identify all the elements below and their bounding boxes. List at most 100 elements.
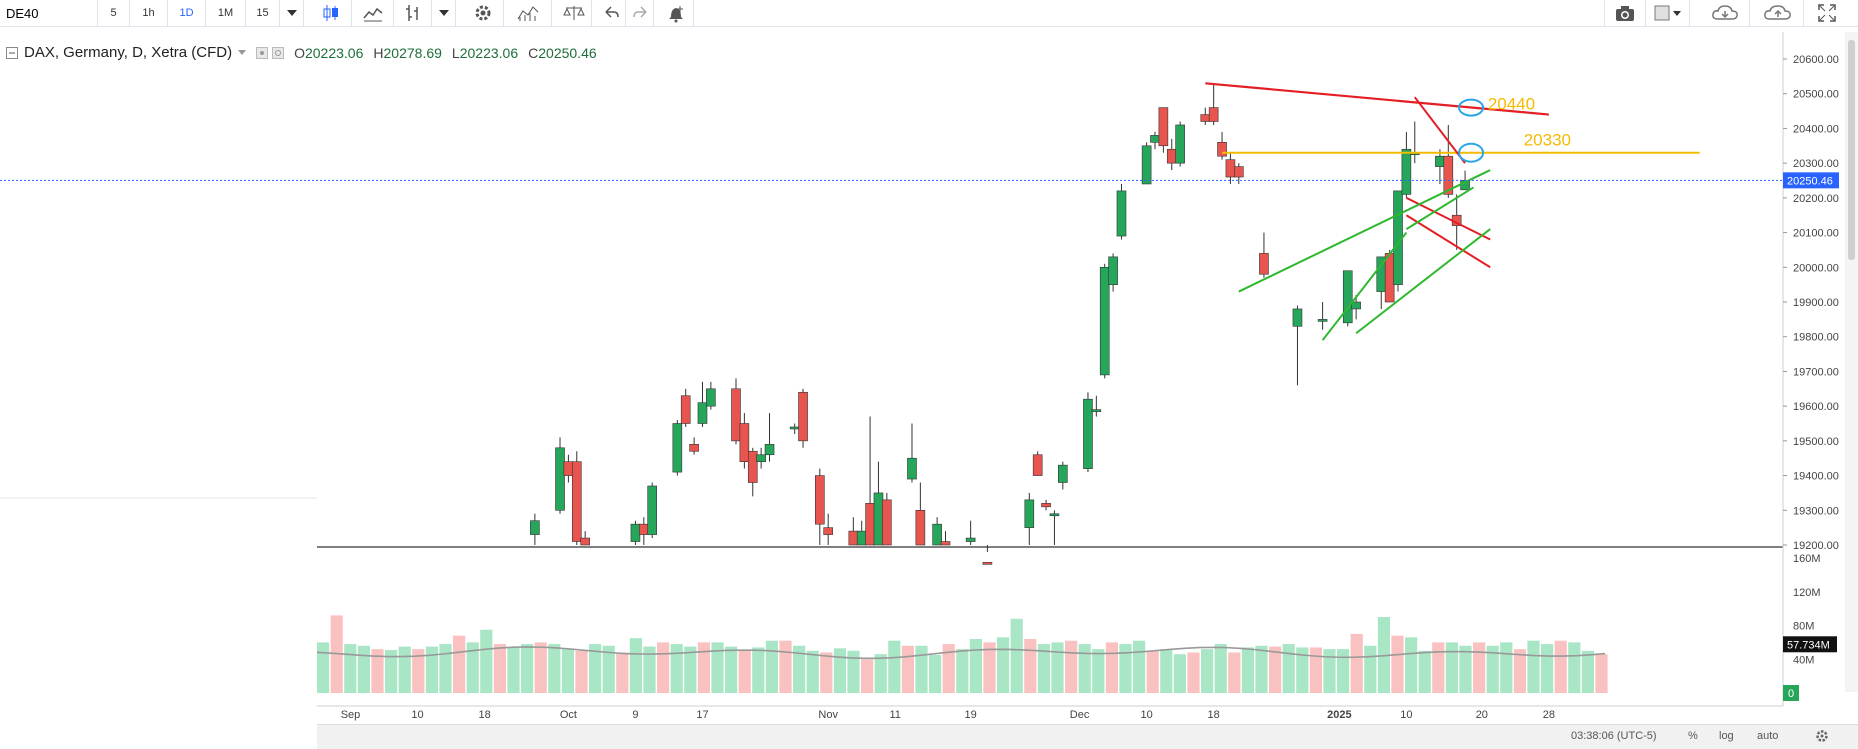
volume-bar	[1037, 644, 1050, 693]
volume-bar	[1119, 644, 1132, 693]
green-trend-short[interactable]	[1321, 231, 1408, 341]
highlight-circle[interactable]	[1458, 98, 1485, 117]
volume-bar	[507, 647, 520, 693]
line-style-button[interactable]	[352, 0, 394, 26]
time-axis-label: 10	[1400, 709, 1412, 721]
chart-style-dropdown[interactable]	[432, 0, 456, 26]
candle-body	[882, 499, 892, 546]
volume-bar	[1595, 654, 1608, 693]
interval-5-button[interactable]: 5	[98, 0, 130, 26]
volume-bar	[942, 644, 955, 693]
symbol-legend: DAX, Germany, D, Xetra (CFD) O 20223.06 H…	[6, 44, 597, 61]
volume-bar	[521, 644, 534, 693]
time-axis-label: 19	[965, 709, 977, 721]
candle-body	[530, 520, 540, 535]
time-axis-label: 18	[478, 709, 490, 721]
volume-axis-label: 80M	[1793, 621, 1814, 633]
indicators-icon	[517, 6, 538, 21]
candle-body	[764, 444, 775, 456]
red-channel-upper[interactable]	[1405, 214, 1491, 269]
log-toggle[interactable]: log	[1719, 730, 1734, 742]
undo-button[interactable]	[598, 0, 626, 26]
current-volume-tag-label: 57.734M	[1787, 639, 1830, 651]
status-bar: 03:38:06 (UTC-5) % log auto	[317, 724, 1858, 749]
screenshot-button[interactable]	[1604, 0, 1646, 26]
volume-bar	[738, 650, 751, 693]
scrollbar-thumb[interactable]	[1848, 40, 1855, 260]
label-20330[interactable]: 20330	[1524, 131, 1571, 150]
time-axis-label: Oct	[560, 709, 577, 721]
bars-style-button[interactable]	[394, 0, 432, 26]
volume-bar	[616, 652, 629, 693]
candle-body	[1041, 503, 1051, 508]
load-layout-button[interactable]	[1700, 0, 1750, 26]
current-price-tag	[1783, 172, 1839, 189]
layout-button[interactable]	[1646, 0, 1690, 26]
candle-body	[814, 475, 825, 525]
price-axis-label: 20000.00	[1793, 262, 1839, 274]
interval-15-button[interactable]: 15	[246, 0, 280, 26]
volume-bar	[820, 652, 833, 693]
fullscreen-button[interactable]	[1806, 0, 1848, 26]
label-20440[interactable]: 20440	[1488, 95, 1535, 114]
highlight-circle[interactable]	[1458, 142, 1485, 163]
resistance-trendline[interactable]	[1205, 82, 1549, 116]
green-channel-upper[interactable]	[1238, 169, 1491, 293]
candle-body	[1259, 253, 1269, 275]
volume-bar	[969, 639, 982, 693]
current-price-tag-label: 20250.46	[1787, 175, 1833, 187]
close-value: 20250.46	[538, 44, 597, 61]
settings-small-icon[interactable]	[272, 46, 285, 59]
volume-bar	[1337, 649, 1350, 693]
auto-toggle[interactable]: auto	[1757, 730, 1779, 742]
alert-button[interactable]	[658, 0, 694, 26]
interval-label: 5	[110, 7, 117, 19]
candles-style-button[interactable]	[310, 0, 352, 26]
redo-button[interactable]	[626, 0, 654, 26]
volume-bar	[589, 644, 602, 693]
chevron-down-icon[interactable]	[238, 50, 247, 55]
candle-body	[672, 423, 683, 473]
settings-button[interactable]	[462, 0, 504, 26]
eye-toggle-icon[interactable]	[256, 46, 269, 59]
interval-1d-button[interactable]: 1D	[168, 0, 206, 26]
volume-bar	[1065, 640, 1078, 693]
interval-1m-button[interactable]: 1M	[206, 0, 246, 26]
low-value: 20223.06	[459, 44, 519, 61]
volume-bar	[929, 655, 942, 693]
collapse-legend-icon[interactable]	[6, 46, 18, 59]
volume-bar	[1146, 650, 1159, 693]
interval-label: 1M	[217, 7, 234, 19]
percent-toggle[interactable]: %	[1688, 730, 1698, 742]
interval-dropdown-button[interactable]	[280, 0, 304, 26]
volume-bar	[493, 644, 506, 693]
candle-body	[932, 523, 942, 546]
volume-bar	[1173, 654, 1186, 693]
symbol-search-input[interactable]	[0, 0, 98, 26]
compare-button[interactable]	[556, 0, 592, 26]
green-short-line[interactable]	[1405, 186, 1474, 230]
indicators-button[interactable]	[504, 0, 552, 26]
legend-title[interactable]: DAX, Germany, D, Xetra (CFD)	[24, 44, 233, 61]
candle-body	[1175, 124, 1185, 164]
interval-1h-button[interactable]: 1h	[130, 0, 168, 26]
candle-body	[1217, 142, 1227, 157]
volume-bar	[1364, 645, 1377, 693]
time-axis-label: 9	[632, 709, 638, 721]
gear-icon[interactable]	[1815, 729, 1829, 743]
save-layout-button[interactable]	[1752, 0, 1804, 26]
candle-body	[1443, 155, 1454, 195]
candle-body	[680, 395, 691, 424]
candlestick-icon	[323, 5, 338, 21]
camera-icon	[1616, 6, 1634, 21]
volume-bar	[1568, 642, 1581, 693]
candle-body	[1351, 301, 1361, 310]
candle-body	[580, 537, 590, 546]
time-axis[interactable]: Sep 10 18 Oct 9 17 Nov 11 19 Dec 10 18 2025 10 20 28	[317, 705, 1783, 721]
price-axis[interactable]: 20600.00 20500.00 20400.00 20300.00 20200.00…	[1782, 32, 1858, 706]
volume-axis[interactable]: 160M 120M 80M 40M	[1793, 553, 1821, 666]
green-channel-lower[interactable]	[1355, 228, 1491, 335]
price-axis-label: 19400.00	[1793, 471, 1839, 483]
red-trendline[interactable]	[1413, 96, 1466, 164]
